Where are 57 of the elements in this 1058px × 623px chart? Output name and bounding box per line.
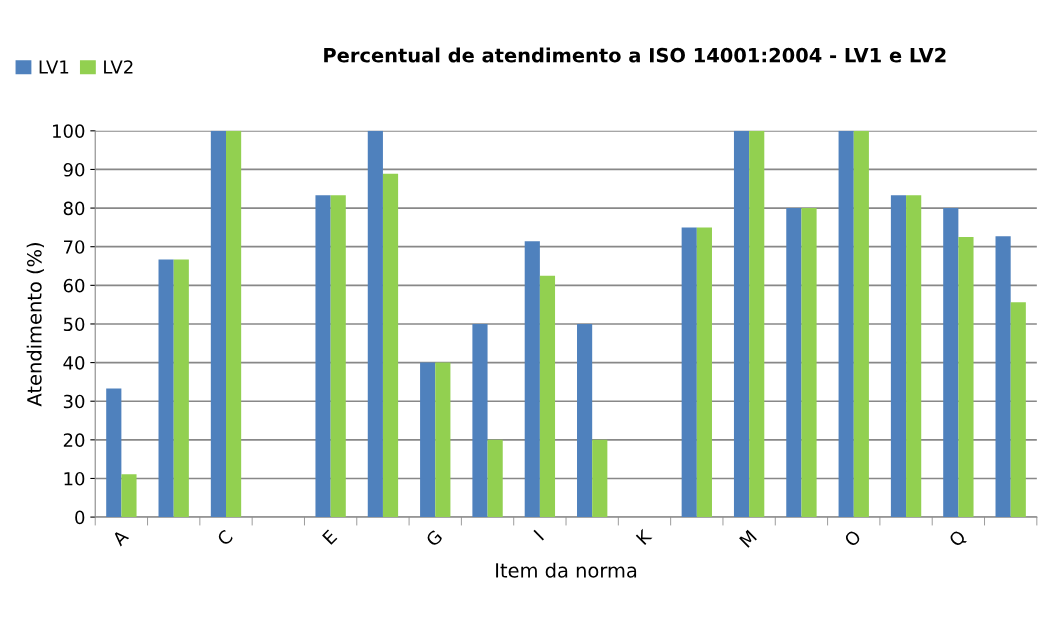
legend-label: LV2: [104, 60, 133, 74]
bar: [733, 130, 750, 518]
bar: [838, 130, 854, 518]
bar: [121, 474, 137, 518]
bar: [106, 388, 122, 518]
bar: [958, 237, 974, 518]
bar: [524, 241, 540, 518]
bar: [592, 439, 608, 518]
y-tick-label: 10: [64, 471, 85, 486]
y-tick-label: 80: [63, 201, 85, 216]
x-tick-label: Q: [948, 529, 968, 549]
y-tick-label: 0: [75, 510, 85, 525]
bar: [315, 195, 331, 518]
y-tick-label: 40: [63, 356, 85, 370]
bar: [853, 130, 869, 518]
x-tick-label: C: [216, 529, 234, 547]
bar: [995, 236, 1011, 518]
x-tick-label: G: [425, 529, 443, 548]
bar: [472, 323, 488, 518]
bar: [801, 208, 817, 518]
bar: [696, 227, 712, 518]
y-tick-label: 50: [63, 317, 85, 332]
bar: [382, 173, 399, 518]
bar: [210, 130, 226, 518]
bar: [1010, 302, 1026, 518]
bar: [906, 195, 922, 518]
x-tick-label: I: [533, 529, 545, 541]
bar: [749, 130, 765, 518]
bar: [158, 259, 174, 518]
chart-title: Percentual de atendimento a ISO 14001:2004 - LV1 e LV2: [324, 47, 946, 63]
bar: [420, 362, 436, 518]
legend-label: LV1: [39, 60, 69, 74]
y-tick-label: 30: [63, 394, 85, 409]
y-tick-label: 20: [63, 433, 85, 447]
bar: [539, 275, 556, 518]
bar: [435, 362, 451, 518]
bar: [943, 208, 959, 518]
bar: [681, 227, 697, 518]
x-tick-label: O: [843, 529, 862, 548]
y-tick-label: 70: [64, 240, 85, 254]
bar: [226, 130, 242, 518]
bar: [577, 323, 593, 518]
x-tick-label: A: [111, 528, 130, 547]
y-tick-label: 60: [63, 278, 85, 293]
bar: [367, 130, 383, 518]
y-tick-label: 90: [63, 162, 85, 177]
y-tick-label: 100: [53, 124, 85, 138]
bar: [890, 195, 907, 518]
bar: [487, 439, 503, 518]
x-axis-title: Item da norma: [496, 562, 637, 578]
x-tick-label: E: [322, 529, 338, 545]
bar: [173, 259, 189, 518]
bar: [786, 208, 802, 518]
x-tick-label: M: [739, 529, 757, 548]
bar: [330, 195, 346, 518]
x-tick-label: K: [635, 528, 653, 546]
y-axis-title: Atendimento (%): [26, 243, 44, 407]
